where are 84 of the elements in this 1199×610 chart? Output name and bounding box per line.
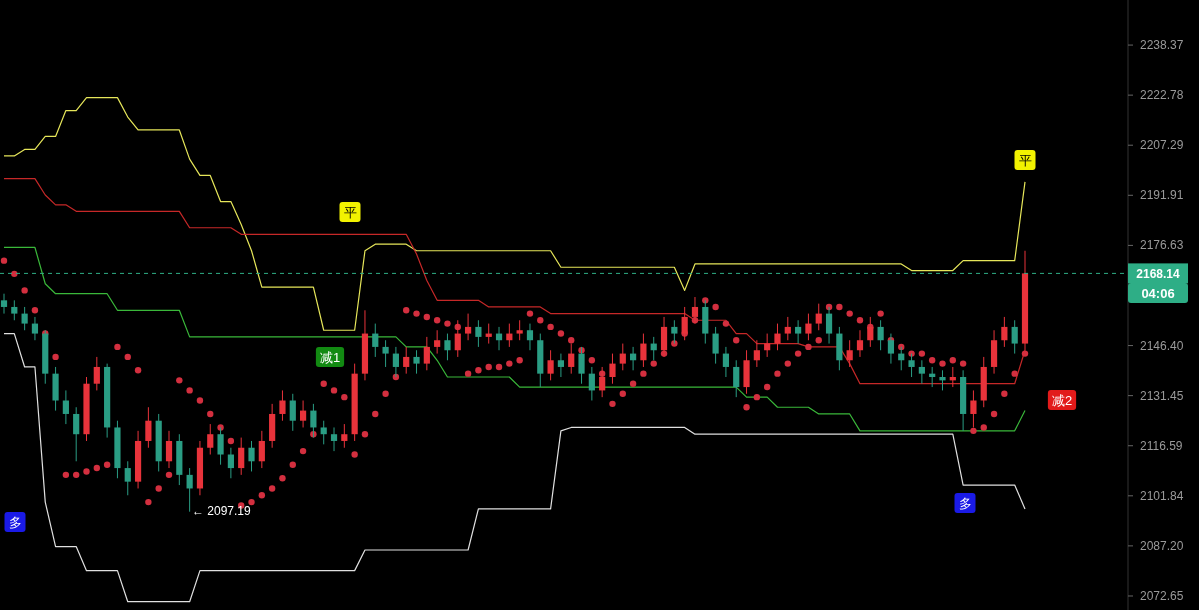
candlestick [31,316,39,341]
candlestick [547,349,554,381]
candlestick [238,437,245,476]
candlestick [124,460,131,496]
y-tick-label: 2101.84 [1140,488,1184,503]
candlestick [21,306,28,331]
candlestick [722,346,730,378]
candlestick [619,343,626,371]
candlestick [0,293,8,315]
candlestick [341,423,348,449]
y-tick-label: 2207.29 [1140,138,1184,153]
candlestick [918,359,925,385]
line-series [3,246,1026,432]
y-tick-label: 2176.63 [1140,238,1184,253]
candlestick [413,349,420,375]
candlestick [434,329,441,355]
candlestick [382,339,389,368]
y-tick-label: 2072.65 [1140,588,1184,603]
candlestick [733,359,740,398]
badge: 多 [954,493,976,513]
y-tick-label: 2191.91 [1140,188,1184,203]
candlestick [815,303,822,331]
candlestick [568,343,575,375]
candlestick [145,406,152,449]
candlestick [165,430,173,469]
candlestick [330,426,338,452]
candlestick [475,319,482,348]
badge: 平 [339,202,361,222]
y-tick-label: 2116.59 [1140,438,1183,453]
candlestick [1001,316,1008,348]
ref-line-label: 2168.14 [1136,266,1181,281]
y-tick-label: 2146.40 [1140,338,1184,353]
candlestick [774,323,781,351]
candlestick [908,353,915,378]
candlestick [712,326,719,365]
candlestick [516,319,523,341]
candlestick [856,329,864,358]
candlestick [372,323,379,358]
candlestick [320,420,327,445]
candlestick [207,423,214,456]
candlestick [248,440,255,472]
candlestick [877,319,884,351]
line-series [3,332,1026,603]
candlestick [588,366,595,401]
badge: 减2 [1047,390,1077,410]
candlestick [289,393,296,432]
candlestick [279,389,286,422]
candlestick [465,313,472,341]
badge: 平 [1014,150,1036,170]
candlestick [640,333,647,368]
y-tick-label: 2238.37 [1140,38,1184,53]
candlestick [825,306,833,345]
candlestick [258,430,265,469]
candlestick [671,319,678,345]
badge: 多 [4,512,26,532]
candlestick [62,389,69,425]
candlestick [557,353,564,378]
candlestick [609,353,616,385]
badge: 04:06 [1128,283,1188,303]
candlestick [423,336,430,371]
candlestick [186,467,193,513]
candlestick [970,389,977,428]
badge: 减1 [315,347,345,367]
candlestick [403,346,410,375]
candlestick [1011,319,1018,355]
candlestick [227,447,234,479]
candlestick [299,400,307,428]
candlestick [526,323,534,351]
annotation: ← 2097.19 [192,504,252,518]
y-tick-label: 2222.78 [1140,88,1184,103]
candlestick [93,356,100,391]
y-tick-label: 2087.20 [1140,538,1184,553]
candlestick [73,406,80,462]
candlestick [444,333,451,361]
candlestick [805,313,812,341]
candlestick [753,339,760,368]
candlestick [795,319,802,345]
y-tick-label: 2131.45 [1140,388,1184,403]
candlestick [392,346,399,378]
candlestick [784,316,791,341]
candlestick [846,339,853,368]
candlestick [939,369,946,391]
candlestick [217,426,224,466]
candlestick [11,299,18,321]
